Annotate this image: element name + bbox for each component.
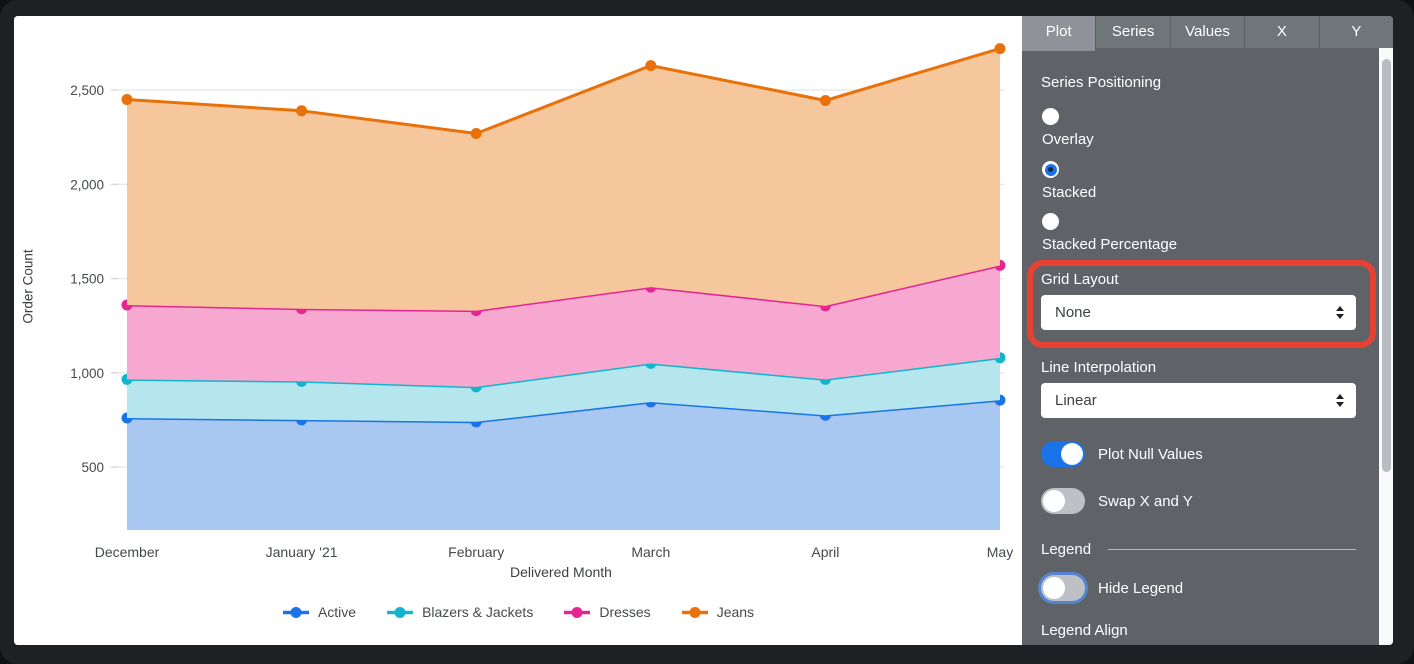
area-band bbox=[127, 400, 1000, 530]
tab-series[interactable]: Series bbox=[1095, 16, 1169, 48]
swap-x-and-y-toggle[interactable] bbox=[1041, 488, 1085, 514]
chart-area: 500 1,000 1,500 2,000 2,500 December January '… bbox=[14, 16, 1022, 645]
legend-marker-icon bbox=[564, 606, 591, 618]
legend-item-dresses[interactable]: Dresses bbox=[563, 604, 651, 620]
radio-option-stacked[interactable]: Stacked bbox=[1042, 161, 1096, 201]
select-updown-icon bbox=[1336, 306, 1344, 319]
hide-legend-label: Hide Legend bbox=[1098, 579, 1184, 597]
x-tick-label: May bbox=[987, 544, 1013, 560]
radio-option-label: Overlay bbox=[1042, 131, 1094, 148]
radio-unselected-icon[interactable] bbox=[1042, 213, 1059, 230]
panel-scrollbar[interactable] bbox=[1379, 48, 1393, 645]
area-band bbox=[127, 265, 1000, 387]
panel-body: Series Positioning Overlay Stacked Stacked… bbox=[1022, 48, 1393, 645]
data-point[interactable] bbox=[296, 105, 308, 117]
line-interpolation-value: Linear bbox=[1055, 392, 1097, 409]
y-tick-label: 500 bbox=[81, 460, 104, 475]
data-point[interactable] bbox=[121, 94, 133, 105]
scrollbar-thumb[interactable] bbox=[1381, 59, 1391, 472]
y-tick-label: 2,500 bbox=[70, 83, 104, 98]
plot-null-values-row[interactable]: Plot Null Values bbox=[1041, 441, 1203, 467]
panel-tabs: Plot Series Values X Y bbox=[1022, 16, 1393, 51]
stacked-area-chart: 500 1,000 1,500 2,000 2,500 December January '… bbox=[70, 43, 1014, 560]
hide-legend-toggle[interactable] bbox=[1041, 575, 1085, 601]
tab-plot[interactable]: Plot bbox=[1022, 16, 1096, 51]
legend-item-label: Blazers & Jackets bbox=[422, 604, 534, 620]
x-tick-label: December bbox=[95, 544, 160, 560]
area-band bbox=[127, 48, 1000, 311]
hide-legend-row[interactable]: Hide Legend bbox=[1041, 575, 1183, 601]
area-band bbox=[127, 357, 1000, 422]
x-tick-label: April bbox=[811, 544, 839, 560]
x-tick-label: March bbox=[631, 544, 670, 560]
swap-x-and-y-label: Swap X and Y bbox=[1098, 492, 1193, 510]
y-tick-label: 1,500 bbox=[70, 272, 104, 287]
y-tick-label: 1,000 bbox=[70, 366, 104, 381]
tab-values[interactable]: Values bbox=[1169, 16, 1244, 48]
app-content: 500 1,000 1,500 2,000 2,500 December January '… bbox=[14, 16, 1393, 645]
data-point[interactable] bbox=[470, 128, 482, 139]
select-updown-icon bbox=[1336, 394, 1344, 407]
toggle-knob bbox=[1043, 577, 1065, 599]
x-axis-title: Delivered Month bbox=[510, 564, 612, 580]
legend-item-jeans[interactable]: Jeans bbox=[681, 604, 754, 620]
x-tick-label: January '21 bbox=[266, 544, 338, 560]
line-interpolation-label: Line Interpolation bbox=[1041, 359, 1157, 376]
swap-x-y-row[interactable]: Swap X and Y bbox=[1041, 488, 1193, 514]
legend-item-blazers-jackets[interactable]: Blazers & Jackets bbox=[386, 604, 533, 620]
series-positioning-label: Series Positioning bbox=[1041, 74, 1162, 91]
x-tick-labels: December January '21 February March April May bbox=[95, 544, 1014, 560]
radio-option-stacked-percentage[interactable]: Stacked Percentage bbox=[1042, 213, 1177, 253]
toggle-knob bbox=[1061, 443, 1083, 465]
radio-selected-icon[interactable] bbox=[1042, 161, 1059, 178]
y-axis-title: Order Count bbox=[20, 249, 36, 324]
data-point[interactable] bbox=[819, 95, 831, 106]
series-line bbox=[126, 47, 1001, 135]
tab-x[interactable]: X bbox=[1244, 16, 1318, 48]
radio-option-label: Stacked bbox=[1042, 184, 1097, 201]
grid-layout-value: None bbox=[1055, 304, 1091, 321]
legend-item-label: Active bbox=[317, 604, 357, 620]
toggle-knob bbox=[1043, 490, 1065, 512]
y-tick-label: 2,000 bbox=[70, 177, 104, 192]
chart-legend: Active Blazers & Jackets Dresses Jeans bbox=[14, 604, 1022, 620]
series-jeans bbox=[121, 43, 1006, 311]
line-interpolation-select[interactable]: Linear bbox=[1041, 383, 1356, 418]
radio-unselected-icon[interactable] bbox=[1042, 108, 1059, 125]
tab-y[interactable]: Y bbox=[1318, 16, 1393, 48]
legend-align-label: Legend Align bbox=[1041, 622, 1128, 639]
legend-section-divider bbox=[1108, 549, 1356, 550]
radio-option-overlay[interactable]: Overlay bbox=[1042, 108, 1094, 148]
legend-item-active[interactable]: Active bbox=[282, 604, 356, 620]
grid-layout-label: Grid Layout bbox=[1041, 271, 1119, 288]
data-point[interactable] bbox=[645, 60, 657, 72]
legend-section-header: Legend bbox=[1041, 541, 1092, 558]
legend-item-label: Jeans bbox=[716, 604, 755, 620]
legend-item-label: Dresses bbox=[599, 604, 651, 620]
legend-marker-icon bbox=[387, 606, 414, 618]
x-tick-label: February bbox=[448, 544, 504, 560]
legend-marker-icon bbox=[282, 606, 309, 618]
radio-option-label: Stacked Percentage bbox=[1042, 236, 1178, 253]
plot-settings-panel: Plot Series Values X Y Series Positioning Ov… bbox=[1022, 16, 1393, 645]
plot-null-values-toggle[interactable] bbox=[1041, 441, 1085, 467]
plot-null-values-label: Plot Null Values bbox=[1098, 445, 1203, 463]
legend-marker-icon bbox=[681, 606, 708, 618]
grid-layout-select[interactable]: None bbox=[1041, 295, 1356, 330]
data-point[interactable] bbox=[994, 43, 1006, 55]
